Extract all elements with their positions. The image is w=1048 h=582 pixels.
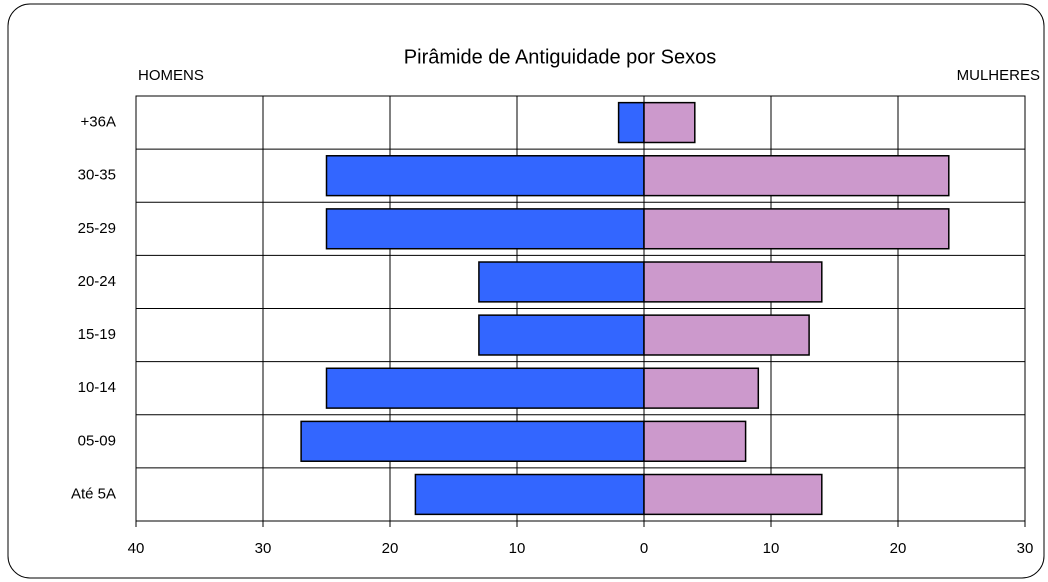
chart-title: Pirâmide de Antiguidade por Sexos bbox=[404, 46, 716, 68]
y-tick-label: 20-24 bbox=[78, 273, 116, 290]
bar bbox=[325, 367, 645, 409]
bar bbox=[643, 155, 950, 197]
bar bbox=[643, 314, 810, 356]
y-tick-label: 30-35 bbox=[78, 167, 116, 184]
y-tick-label: +36A bbox=[81, 114, 116, 131]
bar bbox=[478, 261, 645, 303]
x-tick-label: 20 bbox=[890, 540, 907, 557]
x-tick-label: 40 bbox=[128, 540, 145, 557]
x-tick-label: 20 bbox=[382, 540, 399, 557]
bar bbox=[643, 367, 760, 409]
bar bbox=[325, 208, 645, 250]
bar bbox=[617, 101, 645, 144]
bar bbox=[478, 314, 645, 356]
y-tick-label: Até 5A bbox=[71, 485, 116, 502]
bar bbox=[643, 261, 823, 303]
y-tick-label: 15-19 bbox=[78, 326, 116, 343]
x-tick-label: 0 bbox=[640, 540, 648, 557]
right-label: MULHERES bbox=[957, 67, 1040, 84]
y-tick-label: 10-14 bbox=[78, 379, 116, 396]
bar bbox=[643, 101, 696, 144]
bar bbox=[414, 473, 645, 516]
x-tick-label: 10 bbox=[763, 540, 780, 557]
bar bbox=[325, 155, 645, 197]
bar bbox=[643, 208, 950, 250]
bar bbox=[643, 420, 747, 462]
left-label: HOMENS bbox=[138, 67, 204, 84]
bar bbox=[300, 420, 645, 462]
y-tick-label: 05-09 bbox=[78, 432, 116, 449]
x-tick-label: 30 bbox=[1017, 540, 1034, 557]
x-tick-label: 30 bbox=[255, 540, 272, 557]
bar bbox=[643, 473, 823, 516]
plot-border bbox=[135, 95, 1026, 522]
y-tick-label: 25-29 bbox=[78, 220, 116, 237]
x-tick-label: 10 bbox=[509, 540, 526, 557]
